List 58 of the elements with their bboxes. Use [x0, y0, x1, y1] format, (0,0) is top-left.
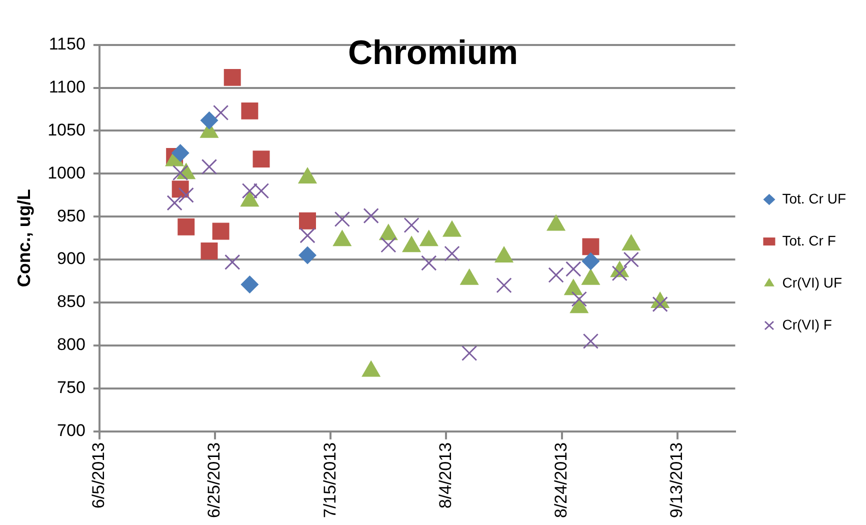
point	[166, 195, 182, 211]
point	[612, 265, 628, 282]
y-tick-label: 850	[57, 292, 86, 312]
x-tick-label: 9/13/2013	[667, 442, 686, 518]
legend-label: Tot. Cr F	[782, 232, 836, 248]
x-tick-label: 6/25/2013	[204, 442, 224, 518]
point	[252, 150, 270, 168]
y-tick-label: 900	[57, 249, 86, 268]
point	[300, 228, 316, 244]
x-tick-label: 7/15/2013	[320, 442, 340, 518]
point	[421, 255, 437, 271]
point	[298, 246, 316, 264]
point	[623, 252, 639, 268]
point	[582, 252, 600, 270]
y-tick-label: 1000	[48, 163, 86, 182]
point	[548, 267, 564, 283]
point	[212, 222, 230, 240]
point	[171, 144, 190, 162]
point	[582, 333, 599, 349]
x-tick-label: 8/24/2013	[552, 442, 571, 518]
point	[566, 261, 582, 277]
point	[582, 238, 600, 256]
point	[363, 208, 379, 224]
point	[334, 211, 350, 228]
y-tick-label: 950	[57, 206, 86, 226]
point	[404, 217, 420, 234]
point	[380, 237, 396, 253]
point	[201, 158, 218, 175]
legend-label: Cr(VI) F	[782, 316, 832, 332]
point	[496, 278, 512, 294]
point	[212, 104, 229, 120]
y-tick-label: 1100	[48, 77, 86, 96]
y-axis-title: Conc., ug/L	[14, 189, 34, 288]
y-tick-label: 750	[57, 378, 86, 398]
point	[200, 242, 218, 260]
point	[444, 246, 460, 262]
y-tick-label: 1050	[48, 120, 86, 140]
point	[253, 183, 270, 199]
point	[200, 111, 218, 130]
x-tick-label: 6/5/2013	[89, 442, 108, 509]
point	[242, 183, 258, 199]
point	[462, 345, 478, 362]
point	[178, 187, 194, 203]
legend-label: Cr(VI) UF	[782, 274, 842, 290]
point	[240, 275, 259, 294]
x-tick-label: 8/4/2013	[436, 442, 455, 509]
y-tick-label: 700	[57, 421, 86, 440]
legend-label: Tot. Cr UF	[782, 190, 846, 206]
point	[299, 212, 316, 230]
point	[652, 296, 668, 312]
chart-title: Chromium	[348, 34, 518, 72]
y-tick-label: 1150	[48, 34, 86, 54]
point	[172, 164, 188, 181]
point	[241, 102, 258, 120]
point	[224, 68, 241, 86]
point	[178, 218, 195, 236]
y-tick-label: 800	[57, 335, 86, 354]
point	[224, 254, 240, 270]
